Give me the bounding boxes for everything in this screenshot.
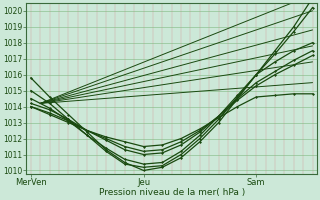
X-axis label: Pression niveau de la mer( hPa ): Pression niveau de la mer( hPa ) [99, 188, 245, 197]
